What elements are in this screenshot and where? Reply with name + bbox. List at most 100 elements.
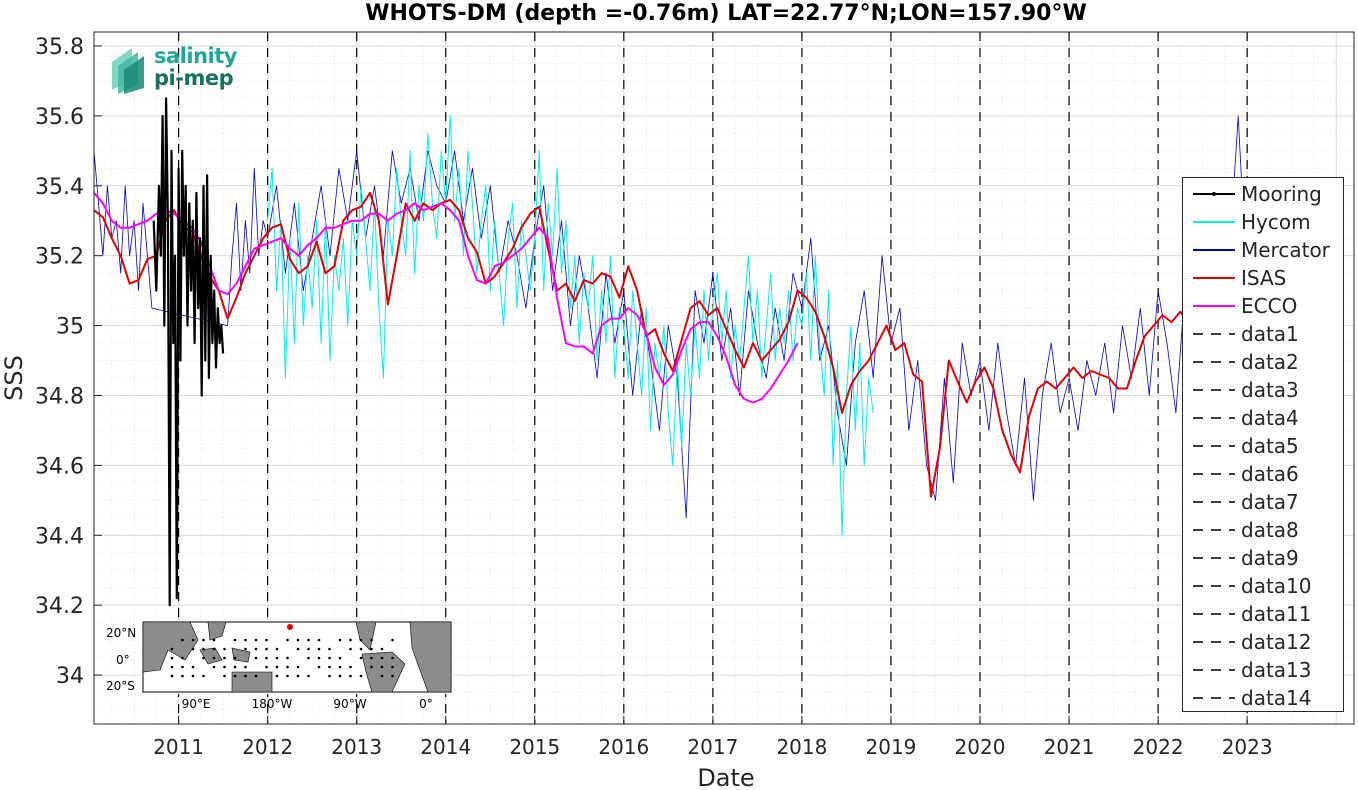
- legend-label: data11: [1241, 602, 1312, 626]
- legend-swatch: [1193, 473, 1235, 475]
- legend-swatch: [1193, 585, 1235, 587]
- legend-item: data8: [1183, 516, 1343, 544]
- inset-buoy-dot: [317, 647, 321, 651]
- inset-buoy-dot: [349, 674, 352, 678]
- legend-item: data1: [1183, 320, 1343, 348]
- inset-buoy-dot: [317, 665, 321, 669]
- legend-swatch: [1193, 613, 1235, 615]
- inset-buoy-dot: [265, 656, 268, 660]
- inset-land: [199, 647, 223, 665]
- legend-swatch: [1193, 417, 1235, 419]
- inset-buoy-dot: [380, 656, 384, 660]
- inset-land: [361, 651, 406, 693]
- inset-buoy-dot: [181, 674, 184, 678]
- inset-buoy-dot: [338, 638, 342, 642]
- y-axis-label: SSS: [0, 355, 28, 401]
- legend-label: data13: [1241, 658, 1312, 682]
- inset-buoy-dot: [233, 656, 237, 660]
- series-lines: [93, 97, 1248, 607]
- y-tick-label: 35.8: [35, 35, 84, 60]
- inset-buoy-dot: [244, 665, 247, 669]
- legend-item: Mercator: [1183, 236, 1343, 264]
- inset-buoy-dot: [181, 665, 184, 669]
- inset-buoy-dot: [202, 647, 205, 651]
- inset-buoy-dot: [223, 656, 226, 660]
- legend-label: Mooring: [1241, 182, 1322, 206]
- y-tick-label: 35.4: [35, 175, 84, 200]
- legend-swatch: [1193, 669, 1235, 671]
- x-tick-label: 2013: [331, 735, 382, 759]
- inset-buoy-dot: [328, 656, 331, 660]
- y-tick-label: 34.4: [35, 524, 84, 549]
- y-tick-label: 35.6: [35, 105, 84, 130]
- inset-lon-label: 0°: [419, 697, 433, 711]
- inset-buoy-dot: [254, 638, 258, 642]
- legend-swatch: [1193, 249, 1235, 251]
- legend-label: data6: [1241, 462, 1299, 486]
- inset-buoy-dot: [296, 665, 300, 669]
- legend-item: data5: [1183, 432, 1343, 460]
- legend-label: data9: [1241, 546, 1299, 570]
- inset-buoy-dot: [286, 638, 289, 642]
- series-line-hycom: [267, 115, 874, 536]
- legend-item: ECCO: [1183, 292, 1343, 320]
- inset-buoy-dot: [317, 656, 321, 660]
- inset-buoy-dot: [191, 674, 195, 678]
- inset-buoy-dot: [191, 665, 195, 669]
- inset-lon-label: 90°E: [182, 697, 211, 711]
- inset-buoy-dot: [307, 674, 310, 678]
- legend-swatch: [1193, 389, 1235, 391]
- y-tick-label: 35.2: [35, 245, 84, 270]
- legend-swatch: [1193, 333, 1235, 335]
- plot-area: [94, 32, 1354, 724]
- legend-label: data3: [1241, 378, 1299, 402]
- x-tick-label: 2022: [1133, 735, 1184, 759]
- legend-label: data7: [1241, 490, 1299, 514]
- inset-buoy-dot: [275, 674, 279, 678]
- logo-text-pimep: pi-mep: [154, 66, 234, 90]
- inset-buoy-dot: [191, 647, 195, 651]
- legend-swatch: [1193, 529, 1235, 531]
- x-axis-label: Date: [697, 764, 754, 790]
- legend-item: data4: [1183, 404, 1343, 432]
- inset-buoy-dot: [181, 656, 184, 660]
- y-tick-label: 35: [56, 315, 84, 340]
- legend-item: data7: [1183, 488, 1343, 516]
- legend-item: data2: [1183, 348, 1343, 376]
- legend-swatch: [1193, 641, 1235, 643]
- inset-buoy-dot: [244, 674, 247, 678]
- legend-label: data14: [1241, 686, 1312, 710]
- inset-buoy-dot: [370, 665, 373, 669]
- inset-buoy-dot: [328, 674, 331, 678]
- legend-swatch: [1193, 277, 1235, 279]
- inset-land: [231, 647, 251, 663]
- inset-lat-label: 0°: [116, 653, 130, 667]
- y-tick-label: 34.2: [35, 594, 84, 619]
- inset-buoy-dot: [317, 638, 321, 642]
- inset-buoy-dot: [212, 638, 216, 642]
- inset-buoy-dot: [170, 647, 174, 651]
- inset-land: [231, 671, 273, 693]
- inset-buoy-dot: [370, 638, 373, 642]
- x-tick-label: 2020: [955, 735, 1006, 759]
- inset-station-marker: [287, 624, 293, 630]
- legend-item: data10: [1183, 572, 1343, 600]
- x-tick-label: 2018: [776, 735, 827, 759]
- x-tick-label: 2017: [687, 735, 738, 759]
- inset-buoy-dot: [359, 647, 363, 651]
- legend-label: ISAS: [1241, 266, 1287, 290]
- inset-buoy-dot: [359, 656, 363, 660]
- inset-buoy-dot: [328, 647, 331, 651]
- inset-buoy-dot: [391, 665, 394, 669]
- inset-buoy-dot: [370, 656, 373, 660]
- x-tick-label: 2015: [509, 735, 560, 759]
- inset-buoy-dot: [244, 647, 247, 651]
- inset-buoy-dot: [265, 638, 268, 642]
- inset-buoy-dot: [296, 638, 300, 642]
- inset-buoy-dot: [307, 638, 310, 642]
- inset-buoy-dot: [307, 647, 310, 651]
- inset-buoy-dot: [265, 647, 268, 651]
- legend-swatch: [1193, 221, 1235, 223]
- inset-lon-label: 180°W: [252, 697, 293, 711]
